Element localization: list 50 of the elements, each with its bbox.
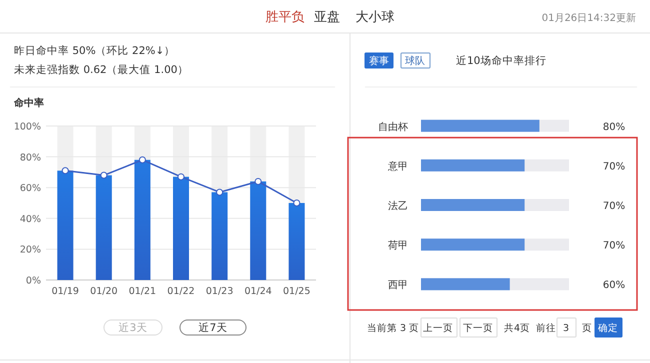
point (216, 188, 224, 196)
text: 下一页 (463, 323, 493, 334)
y-tick-label: 60% (20, 183, 41, 194)
text: 近3天 (118, 321, 148, 334)
text: 亚盘 (314, 10, 340, 25)
y-tick-label: 自由杯 (378, 120, 408, 133)
x-tick-label: 01/20 (90, 286, 118, 297)
data-label: 60% (602, 280, 626, 292)
point (178, 173, 184, 180)
text: 确定 (597, 322, 618, 334)
text: 赛事 (369, 55, 389, 67)
text: 前往 (536, 322, 556, 334)
text: 未来走强指数 0.62（最大值 1.00） (14, 63, 188, 76)
y-tick-label: 法乙 (388, 200, 408, 212)
data-label: 80% (602, 122, 626, 133)
chart-title: 近10场命中率排行 (456, 54, 546, 67)
text: 共4页 (504, 322, 530, 334)
y-tick-label: 意甲 (387, 160, 408, 172)
y-tick-label: 40% (20, 214, 41, 225)
text: 页 (582, 323, 592, 334)
x-tick-label: 01/19 (52, 286, 79, 297)
text: 昨日命中率 50%（环比 22%↓） (14, 44, 176, 57)
y-tick-label: 80% (20, 152, 41, 164)
y-tick-label: 西甲 (388, 280, 408, 292)
data-label: 70% (602, 201, 626, 212)
point (100, 172, 108, 179)
point (254, 178, 262, 185)
x-tick-label: 01/25 (283, 286, 310, 297)
y-tick-label: 荷甲 (388, 240, 408, 252)
text: 胜平负 (266, 10, 304, 25)
y-tick-label: 100% (14, 122, 41, 132)
text: 当前第 3 页 (366, 322, 420, 334)
x-tick-label: 01/22 (167, 286, 195, 297)
text: 近7天 (198, 321, 228, 334)
y-tick-label: 20% (20, 244, 41, 256)
data-label: 70% (602, 161, 626, 172)
x-tick-label: 01/23 (206, 286, 234, 297)
text: 上一页 (423, 322, 453, 334)
text: 大小球 (356, 10, 394, 25)
x-tick-label: 01/21 (128, 286, 156, 297)
y-tick-label: 0% (26, 276, 41, 286)
data-label: 70% (602, 240, 626, 252)
chart-title: 命中率 (13, 97, 44, 109)
point (293, 200, 300, 206)
text: 3 (562, 323, 570, 334)
text: 球队 (405, 55, 425, 67)
text: 01月26日14:32更新 (542, 12, 636, 24)
point (62, 167, 69, 174)
point (138, 156, 146, 164)
x-tick-label: 01/24 (244, 286, 272, 297)
